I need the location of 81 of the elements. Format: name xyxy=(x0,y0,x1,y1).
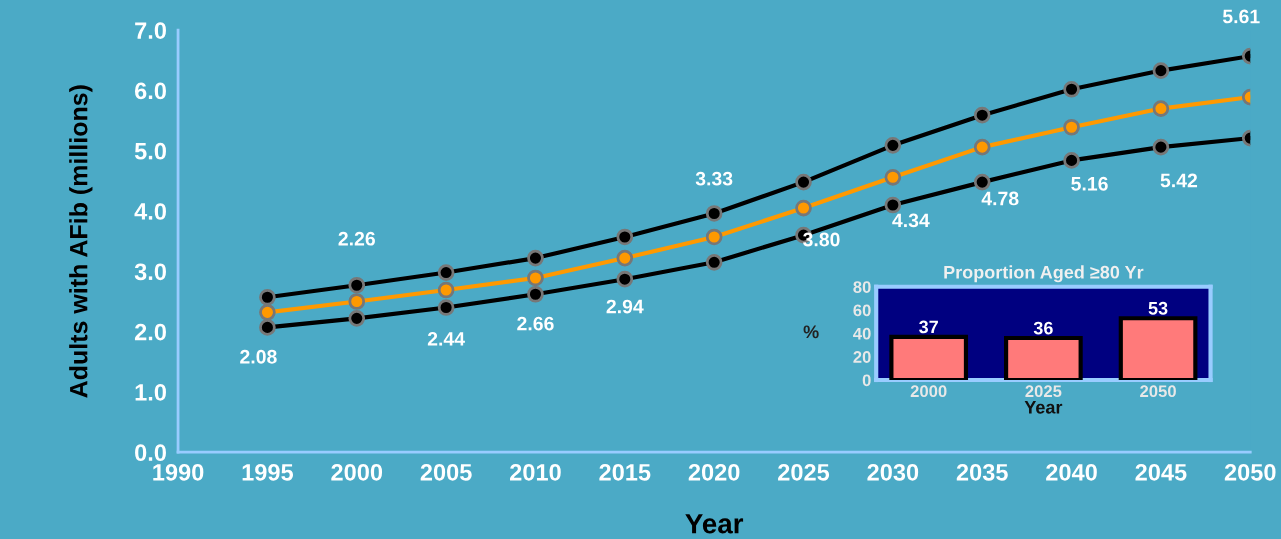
y-tick-label: 7.0 xyxy=(135,22,166,39)
point xyxy=(616,270,634,288)
point xyxy=(527,285,544,303)
point xyxy=(259,304,276,321)
annotation: 2.66 xyxy=(517,316,554,331)
x-tick-label: 2040 xyxy=(1046,463,1097,481)
point xyxy=(527,269,544,287)
point xyxy=(884,137,902,154)
y-axis-title: Adults with AFib (millions) xyxy=(69,85,93,398)
text: 5.61 xyxy=(1222,9,1260,24)
x-tick-label: 2035 xyxy=(956,463,1008,481)
point xyxy=(348,276,366,294)
y-tick-label: 0 xyxy=(862,374,871,387)
point xyxy=(348,293,366,310)
y-tick-label: 0.0 xyxy=(135,444,166,462)
point xyxy=(705,253,723,271)
x-tick-label: 1995 xyxy=(242,463,294,481)
annotation: 4.78 xyxy=(981,191,1019,206)
x-tick-label: 2010 xyxy=(510,463,561,481)
y-tick-label: 80 xyxy=(853,281,871,293)
x-tick-label: 1990 xyxy=(153,463,204,481)
y-tick-label: 5.0 xyxy=(134,142,166,160)
annotation: 4.34 xyxy=(892,213,930,228)
x-tick-label: 2045 xyxy=(1135,463,1187,481)
point xyxy=(259,319,276,336)
y-tick-label: 40 xyxy=(853,327,871,340)
x-tick-label: 2005 xyxy=(420,463,472,481)
point xyxy=(973,106,991,124)
point xyxy=(1063,118,1080,136)
x-tick-label: 2025 xyxy=(1025,385,1062,398)
point xyxy=(1063,152,1080,169)
point xyxy=(1152,138,1170,156)
point xyxy=(973,138,991,156)
point xyxy=(705,228,723,246)
annotation: 5.16 xyxy=(1071,176,1108,191)
x-tick-label: 2000 xyxy=(331,463,383,481)
x-tick-label: 2015 xyxy=(599,463,651,481)
x-tick-label: 2050 xyxy=(1224,463,1276,481)
point xyxy=(259,288,276,306)
point xyxy=(884,168,902,186)
point xyxy=(527,249,544,267)
y-tick-label: 4.0 xyxy=(134,203,166,220)
point xyxy=(616,249,634,267)
annotation: 3.80 xyxy=(803,232,840,247)
point xyxy=(973,173,991,191)
point xyxy=(1152,62,1170,79)
data-label: 36 xyxy=(1033,321,1053,335)
y-tick-label: 2.0 xyxy=(134,323,166,341)
y-axis-title: % xyxy=(803,325,819,339)
x-axis-title: Year xyxy=(1024,401,1063,414)
point xyxy=(348,310,366,327)
x-axis-title: Year xyxy=(685,514,744,534)
y-tick-label: 20 xyxy=(853,351,871,363)
x-tick-label: 2020 xyxy=(688,463,740,481)
point xyxy=(437,264,455,281)
x-tick-label: 2000 xyxy=(910,385,947,398)
y-tick-label: 1.0 xyxy=(135,384,166,401)
x-tick-label: 2030 xyxy=(867,463,919,481)
point xyxy=(884,196,902,214)
chart-title: Proportion Aged ≥80 Yr xyxy=(944,265,1144,283)
annotation: 3.33 xyxy=(695,171,733,186)
annotation: 2.94 xyxy=(606,299,644,314)
point xyxy=(1063,80,1080,98)
point xyxy=(616,228,634,246)
point xyxy=(795,173,812,191)
annotation: 5.42 xyxy=(1160,173,1198,188)
x-tick-label: 2025 xyxy=(778,463,830,481)
annotation: 2.44 xyxy=(427,331,465,346)
data-label: 37 xyxy=(919,320,938,334)
point xyxy=(437,281,455,299)
point xyxy=(437,299,455,316)
point xyxy=(705,205,723,222)
point xyxy=(795,199,812,217)
y-tick-label: 6.0 xyxy=(134,82,166,100)
point xyxy=(1152,100,1170,117)
annotation: 2.08 xyxy=(240,349,277,364)
x-tick-label: 2050 xyxy=(1140,385,1176,398)
y-tick-label: 3.0 xyxy=(134,263,166,281)
annotation: 2.26 xyxy=(338,231,375,246)
data-label: 53 xyxy=(1148,301,1168,315)
y-tick-label: 60 xyxy=(853,304,871,317)
